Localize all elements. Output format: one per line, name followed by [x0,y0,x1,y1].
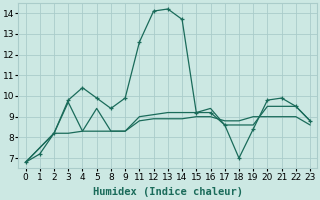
X-axis label: Humidex (Indice chaleur): Humidex (Indice chaleur) [93,187,243,197]
